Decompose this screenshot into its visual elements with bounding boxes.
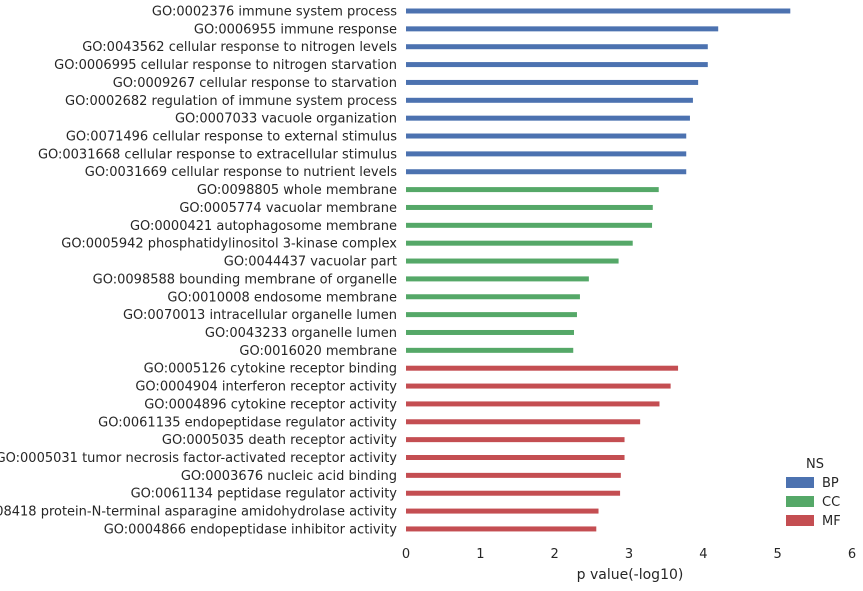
y-tick-label: GO:0000421 autophagosome membrane bbox=[130, 219, 397, 234]
bars-group bbox=[406, 8, 791, 532]
x-tick-label: 0 bbox=[402, 547, 410, 562]
legend-label-bp: BP bbox=[822, 476, 839, 491]
y-tick-label: GO:0061135 endopeptidase regulator activ… bbox=[98, 415, 397, 430]
y-tick-label: GO:0006995 cellular response to nitrogen… bbox=[54, 58, 397, 73]
x-tick-label: 4 bbox=[699, 547, 707, 562]
y-tick-label: GO:0004896 cytokine receptor activity bbox=[144, 397, 397, 412]
legend-swatch-mf bbox=[786, 515, 814, 526]
y-tick-label: GO:0003676 nucleic acid binding bbox=[181, 469, 397, 484]
bar-cc-5 bbox=[406, 276, 589, 282]
legend-items: BP CC MF bbox=[786, 476, 841, 529]
bar-mf-0 bbox=[406, 365, 679, 371]
bar-mf-6 bbox=[406, 472, 621, 478]
legend-swatch-bp bbox=[786, 477, 814, 488]
legend-label-cc: CC bbox=[822, 495, 840, 510]
y-tick-label: GO:0004866 endopeptidase inhibitor activ… bbox=[104, 522, 398, 537]
y-tick-label: GO:0016020 membrane bbox=[239, 344, 397, 359]
x-tick-label: 2 bbox=[551, 547, 559, 562]
bar-mf-4 bbox=[406, 437, 625, 443]
bar-cc-6 bbox=[406, 294, 580, 300]
y-tick-label: GO:0010008 endosome membrane bbox=[167, 290, 397, 305]
bar-cc-2 bbox=[406, 222, 653, 228]
y-tick-label: GO:0070013 intracellular organelle lumen bbox=[123, 308, 397, 323]
bar-mf-3 bbox=[406, 419, 641, 425]
y-tick-label: GO:0006955 immune response bbox=[194, 22, 397, 37]
y-tick-label: GO:0002682 regulation of immune system p… bbox=[65, 94, 397, 109]
y-tick-label: GO:0031668 cellular response to extracel… bbox=[38, 147, 397, 162]
bar-bp-1 bbox=[406, 26, 719, 32]
bar-bp-9 bbox=[406, 169, 687, 175]
y-tick-label: GO:0002376 immune system process bbox=[152, 5, 397, 20]
x-tick-label: 5 bbox=[774, 547, 782, 562]
x-tick-label: 3 bbox=[625, 547, 633, 562]
bar-bp-7 bbox=[406, 133, 687, 139]
y-tick-label: GO:0004904 interferon receptor activity bbox=[135, 380, 397, 395]
bar-cc-8 bbox=[406, 329, 574, 335]
legend-title: NS bbox=[806, 457, 824, 472]
y-tick-label: GO:0031669 cellular response to nutrient… bbox=[85, 165, 397, 180]
y-tick-label: GO:0098805 whole membrane bbox=[197, 183, 397, 198]
bar-mf-1 bbox=[406, 383, 671, 389]
y-tick-label: GO:0061134 peptidase regulator activity bbox=[131, 487, 398, 502]
legend-label-mf: MF bbox=[822, 514, 841, 529]
x-axis-label: p value(-log10) bbox=[577, 567, 684, 583]
bar-bp-6 bbox=[406, 115, 690, 121]
bar-bp-4 bbox=[406, 79, 699, 85]
legend: NS BP CC MF bbox=[786, 457, 841, 529]
bar-cc-9 bbox=[406, 347, 574, 353]
y-tick-label: GO:0007033 vacuole organization bbox=[175, 112, 397, 127]
bar-mf-5 bbox=[406, 455, 625, 460]
bar-mf-8 bbox=[406, 508, 599, 514]
bar-bp-3 bbox=[406, 62, 708, 68]
x-tick-labels: 0 1 2 3 4 5 6 bbox=[402, 547, 856, 562]
bar-bp-8 bbox=[406, 151, 687, 157]
y-tick-label: GO:0044437 vacuolar part bbox=[224, 255, 397, 270]
x-tick-label: 6 bbox=[848, 547, 856, 562]
y-tick-label: GO:0043233 organelle lumen bbox=[205, 326, 397, 341]
bar-bp-5 bbox=[406, 97, 693, 103]
bar-cc-1 bbox=[406, 204, 653, 210]
bar-bp-2 bbox=[406, 44, 708, 50]
legend-swatch-cc bbox=[786, 496, 814, 507]
bar-cc-0 bbox=[406, 187, 659, 193]
y-tick-label: GO:0005942 phosphatidylinositol 3-kinase… bbox=[61, 237, 397, 252]
y-tick-label: GO:0071496 cellular response to external… bbox=[66, 130, 397, 145]
x-tick-label: 1 bbox=[476, 547, 484, 562]
bar-mf-2 bbox=[406, 401, 660, 407]
y-tick-label: GO:0043562 cellular response to nitrogen… bbox=[82, 40, 397, 55]
y-tick-label: GO:0009267 cellular response to starvati… bbox=[113, 76, 397, 91]
y-tick-label: GO:0008418 protein-N-terminal asparagine… bbox=[0, 505, 397, 520]
bar-mf-9 bbox=[406, 526, 597, 532]
y-tick-label: GO:0005126 cytokine receptor binding bbox=[144, 362, 397, 377]
y-tick-label: GO:0005031 tumor necrosis factor-activat… bbox=[0, 451, 397, 466]
y-tick-label: GO:0005035 death receptor activity bbox=[162, 433, 397, 448]
bar-cc-7 bbox=[406, 312, 577, 318]
bar-cc-3 bbox=[406, 240, 633, 246]
y-tick-label: GO:0098588 bounding membrane of organell… bbox=[93, 272, 397, 287]
y-tick-label: GO:0005774 vacuolar membrane bbox=[179, 201, 397, 216]
bar-mf-7 bbox=[406, 490, 621, 496]
bar-cc-4 bbox=[406, 258, 619, 264]
y-tick-labels: GO:0002376 immune system process GO:00069… bbox=[0, 5, 397, 538]
bar-bp-0 bbox=[406, 8, 791, 14]
